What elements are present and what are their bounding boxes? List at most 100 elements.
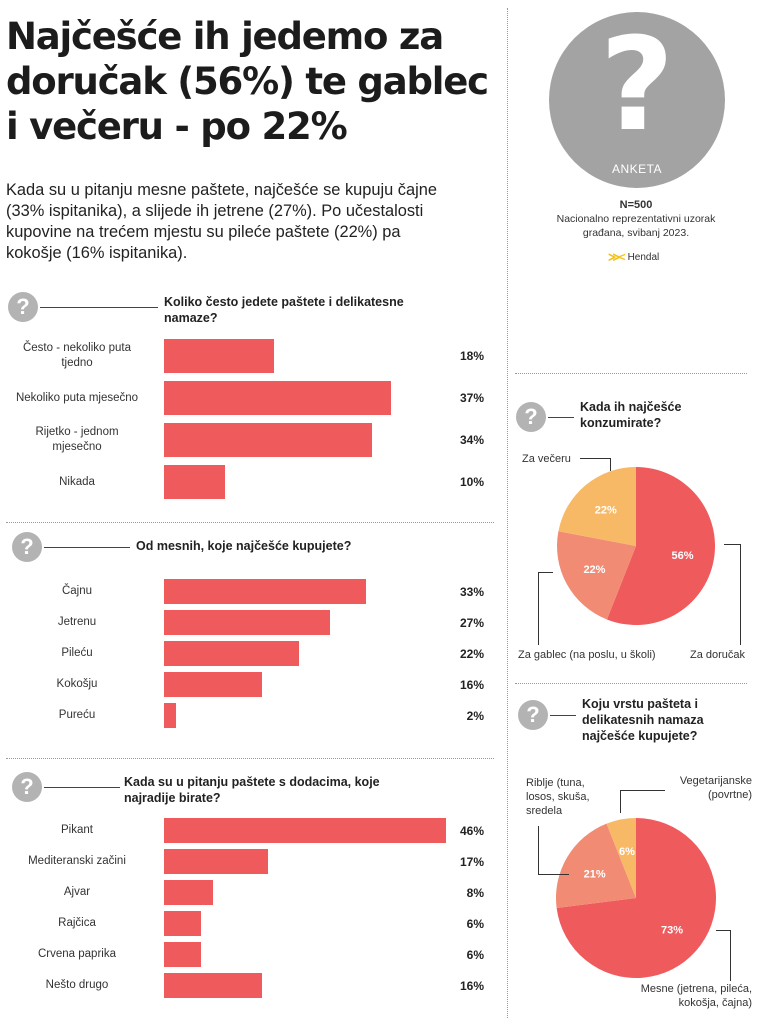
bar-category-line: Nekoliko puta mjesečno [15,391,139,404]
bar-category-line: Nešto drugo [45,979,109,991]
bar-category-line: mjesečno [52,441,102,453]
pie-2-label-veg: Vegetarijanske (povrtne) [628,774,752,802]
sample-description: Nacionalno reprezentativni uzorak [556,213,716,225]
pie-1-label-line: Za večeru [522,453,571,465]
bar [164,381,391,415]
bar-category-line: Čajnu [61,585,93,597]
title-line: Najčešće ih jedemo za [6,15,444,58]
chart-3-question-line: najradije birate? [124,791,221,805]
bar [164,880,214,905]
chart-1-question-line: namaze? [164,311,218,325]
survey-badge-label: ANKETA [611,162,663,176]
bar [164,672,263,697]
bar-category-line: Pureću [58,709,96,721]
pie-1-question: Kada ih najčešće konzumirate? [580,399,681,431]
bar-category-line: Pileću [61,647,93,659]
question-connector [40,307,158,308]
pie-value-label: 22% [595,504,617,516]
question-connector [44,547,130,548]
pie-slice [556,823,636,909]
bar-value-label: 10% [459,475,484,489]
pie-1-label-breakfast: Za doručak [690,648,745,662]
pie-1-label-line: Za doručak [690,649,746,661]
bar-value-label: 27% [459,615,484,630]
chart-3-question-line: Kada su u pitanju paštete s dodacima, ko… [124,775,380,789]
bar [164,849,269,874]
section-divider [6,522,494,523]
question-icon: ? [516,402,546,432]
pie-2-guide [538,826,569,875]
question-icon: ? [12,772,42,802]
bar-category-line: Rijetko - jednom [35,426,119,438]
question-connector [550,715,576,716]
sample-size: N=500 [619,199,653,211]
pie-1-guide [580,458,611,471]
pie-1-question-line: konzumirate? [580,416,662,430]
bar-category-line: tjedno [61,357,93,369]
bar-category-label: Kokošju [2,677,152,692]
pie-2-label-line: Mesne (jetrena, pileća, [640,983,752,995]
bar-value-label: 2% [466,708,484,723]
question-icon: ? [8,292,38,322]
pie-2-guide [716,930,731,981]
bar-category-line: Ajvar [63,886,91,898]
intro-line: kokošje (16% ispitanika). [6,244,188,262]
bar-value-label: 22% [459,646,484,661]
pie-value-label: 56% [672,550,694,562]
bar-category-line: Kokošju [56,678,98,690]
bar-value-label: 33% [459,584,484,599]
bar-category-label: Pureću [2,708,152,723]
pie-2-label-line: losos, skuša, [526,791,590,803]
bar-category-label: Ajvar [2,885,152,900]
chart-1-question-line: Koliko često jedete paštete i delikatesn… [164,295,404,309]
pie-value-label: 6% [619,846,635,858]
bar-value-label: 37% [459,391,484,405]
sample-description: građana, svibanj 2023. [582,227,690,239]
pie-1-label-dinner: Za večeru [522,452,571,466]
pie-slice [556,818,716,978]
bar [164,703,177,728]
pie-1-label-line: Za gablec (na poslu, u školi) [518,649,656,661]
bar-value-label: 6% [466,947,484,962]
page-title: Najčešće ih jedemo za doručak (56%) te g… [6,14,489,149]
bar-category-label: Jetrenu [2,615,152,630]
bar [164,911,201,936]
bar [164,973,263,998]
pie-2-question: Koju vrstu pašteta i delikatesnih namaza… [582,696,704,744]
pie-1-label-gablec: Za gablec (na poslu, u školi) [518,648,656,662]
pie-1-guide [724,544,741,645]
bar-value-label: 34% [459,433,484,447]
question-connector [44,787,120,788]
bar [164,818,446,843]
pie-slice [606,467,716,626]
intro-line: kupovine na trećem mjestu su pileće pašt… [6,223,401,241]
bar-category-label: Pikant [2,823,152,838]
pie-2-label-line: kokošja, čajna) [678,997,752,1009]
bar-value-label: 18% [459,349,484,363]
bar-category-label: Nekoliko puta mjesečno [2,391,152,406]
chart-2-question-line: Od mesnih, koje najčešće kupujete? [136,539,352,553]
section-divider [515,683,747,684]
pie-2-question-line: Koju vrstu pašteta i [582,697,698,711]
bar-category-line: Mediteranski začini [28,855,126,867]
bar-category-label: Rijetko - jednom mjesečno [2,425,152,455]
pie-2-label-meat: Mesne (jetrena, pileća, kokošja, čajna) [628,982,752,1010]
question-icon: ? [518,700,548,730]
question-mark-icon: ? [599,12,675,160]
intro-line: (33% ispitanika), a slijede ih jetrene (… [6,202,424,220]
bar-value-label: 16% [459,978,484,993]
pie-2-label-fish: Riblje (tuna, losos, skuša, sredela [526,776,590,818]
bar-value-label: 16% [459,677,484,692]
pie-slice [606,818,636,898]
pie-2-label-line: Vegetarijanske [679,775,752,787]
pie-2-guide [620,790,665,813]
section-divider [6,758,494,759]
bar-category-label: Crvena paprika [2,947,152,962]
bar [164,465,226,499]
survey-badge: ? ANKETA [549,12,725,188]
bar-category-label: Čajnu [2,584,152,599]
bar-value-label: 8% [466,885,484,900]
pie-value-label: 21% [584,869,606,881]
pie-slice [558,467,636,546]
